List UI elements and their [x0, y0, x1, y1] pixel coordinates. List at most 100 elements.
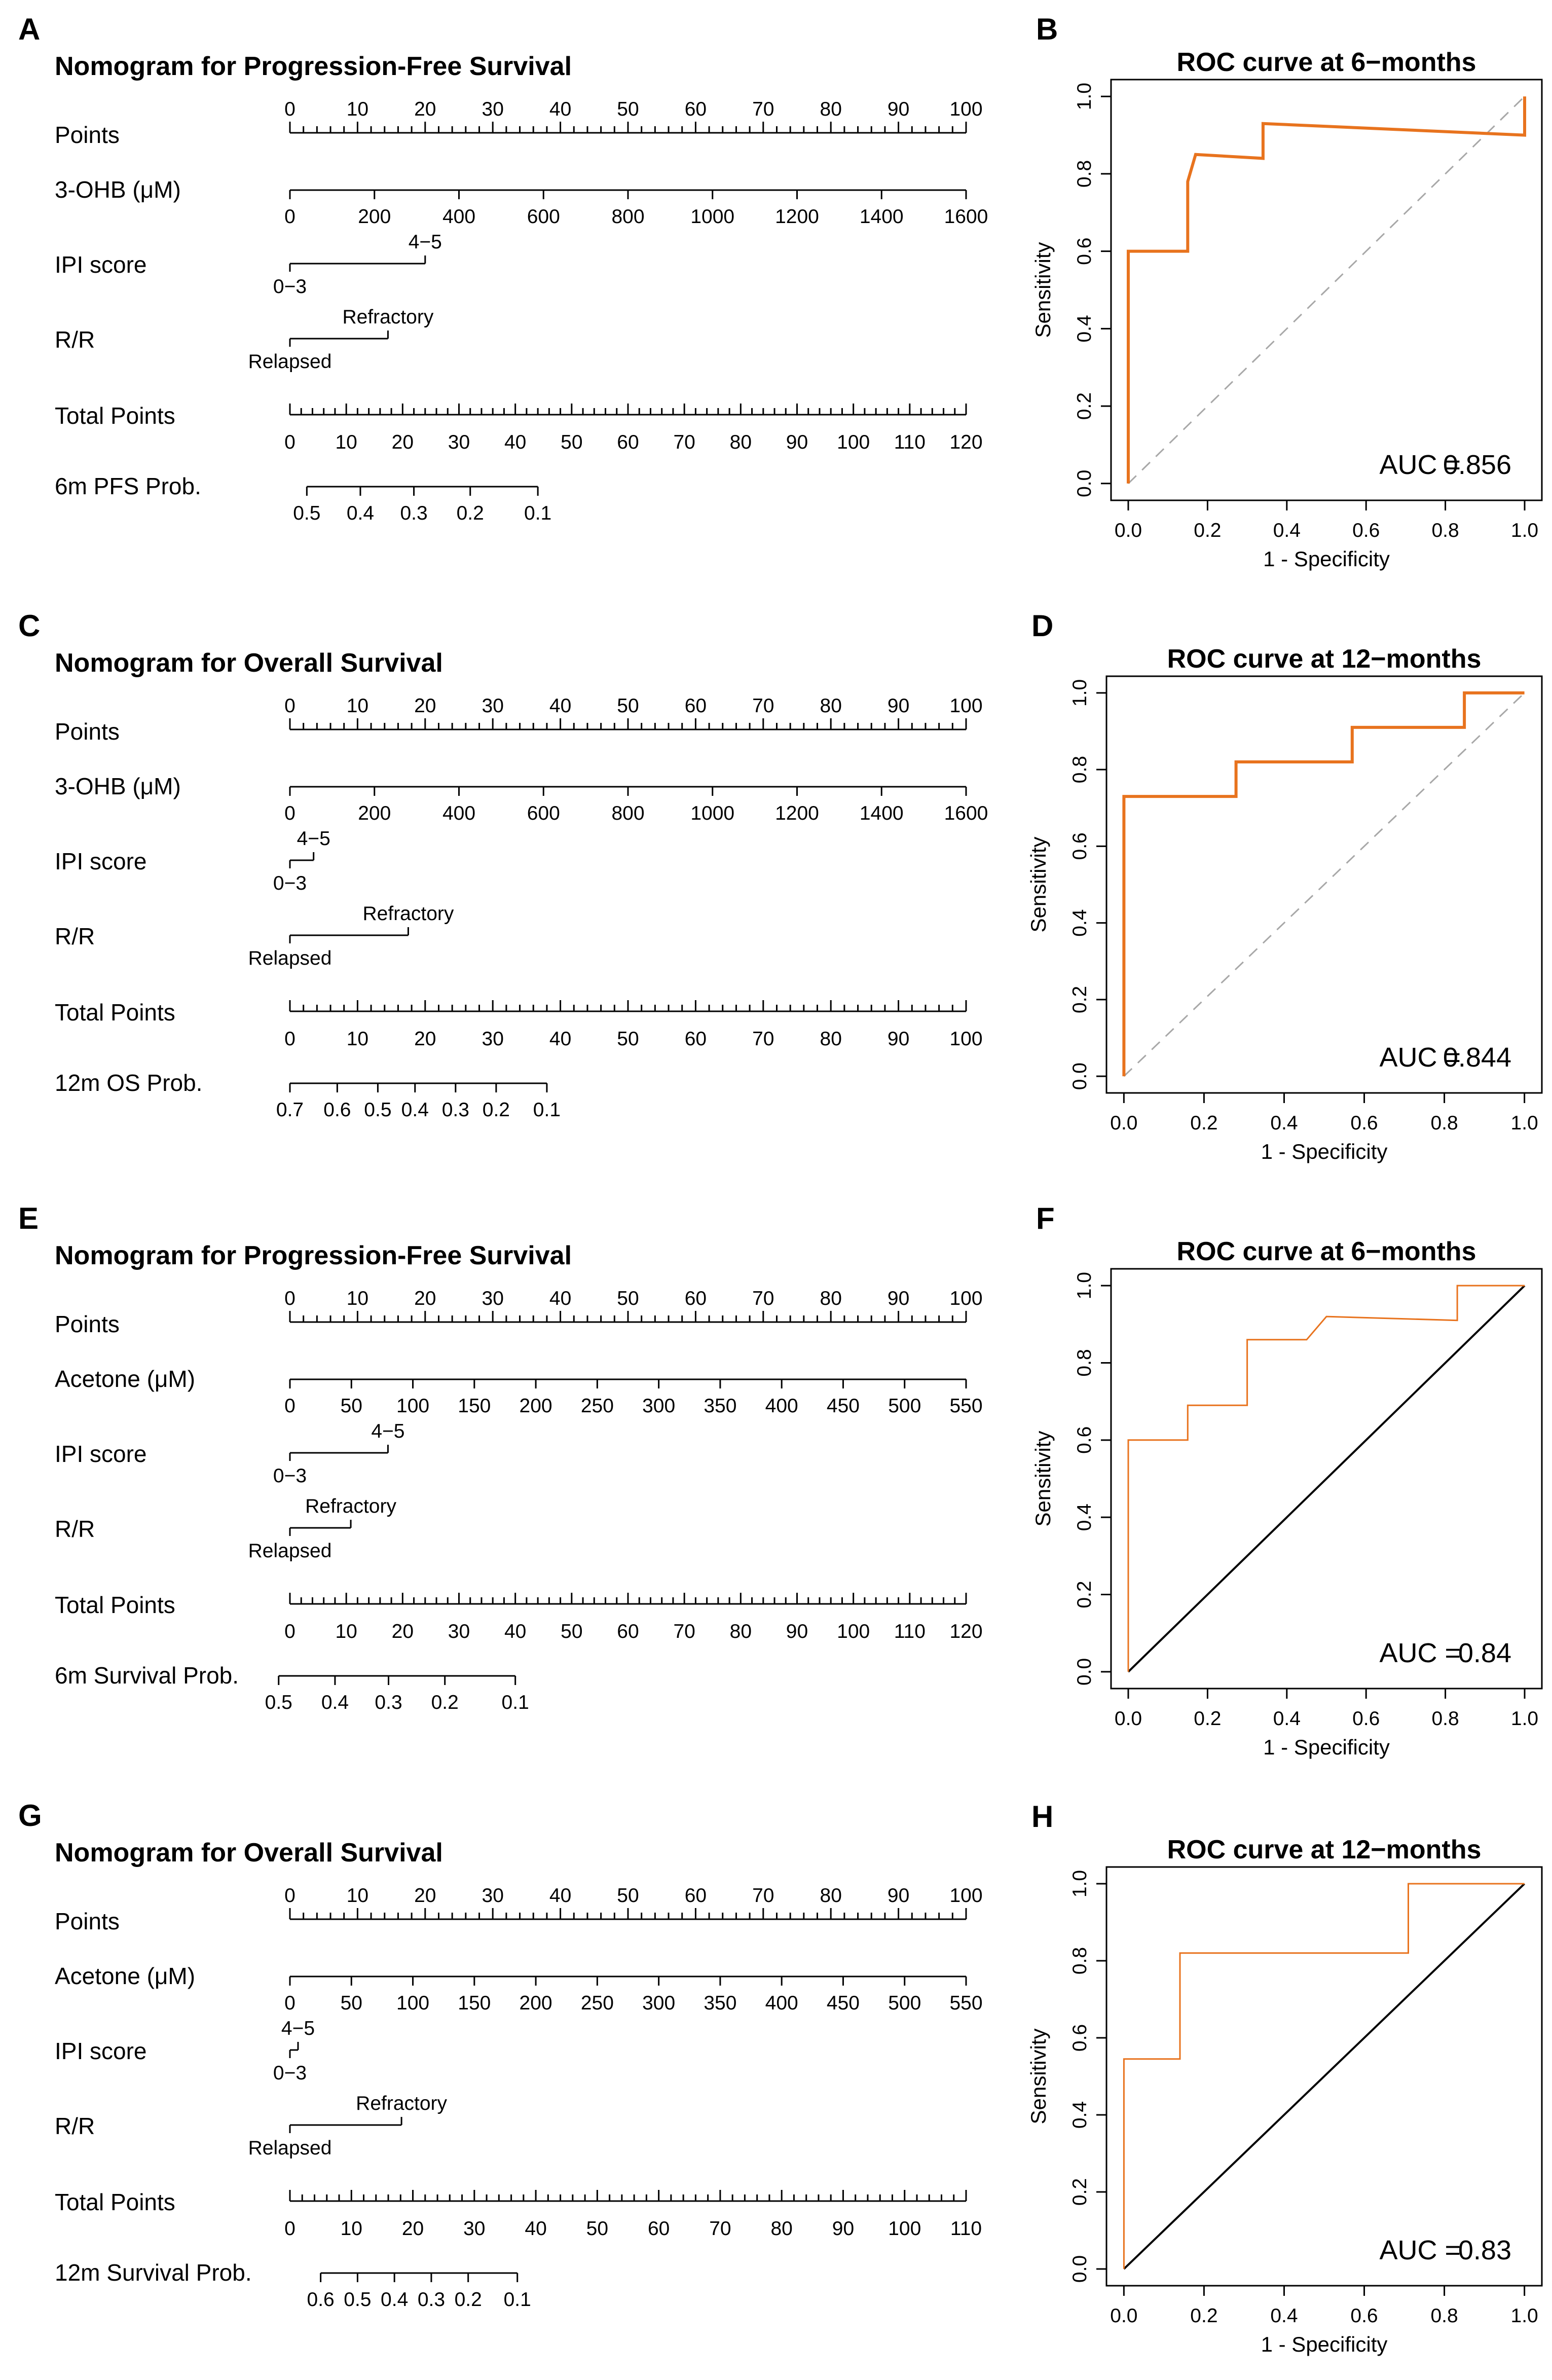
continuous-tick-label: 450 [827, 1992, 860, 2014]
points-tick-label: 80 [820, 98, 842, 120]
probability-tick-label: 0.3 [418, 2289, 445, 2311]
total-tick-label: 100 [837, 431, 870, 453]
y-tick-label: 1.0 [1069, 679, 1091, 707]
y-tick-label: 0.2 [1074, 392, 1095, 420]
total-tick-label: 10 [335, 431, 357, 453]
points-tick-label: 40 [549, 98, 571, 120]
row-label-probability: 12m Survival Prob. [55, 2259, 252, 2286]
total-tick-label: 70 [673, 1621, 695, 1642]
y-tick-label: 0.8 [1069, 1947, 1091, 1974]
points-tick-label: 80 [820, 1885, 842, 1907]
x-tick-label: 0.4 [1270, 1112, 1298, 1134]
x-tick-label: 0.6 [1352, 1708, 1380, 1730]
continuous-tick-label: 600 [527, 206, 560, 228]
continuous-tick-label: 50 [341, 1395, 362, 1417]
row-label-continuous: 3-OHB (μM) [55, 773, 181, 799]
total-tick-label: 50 [561, 431, 582, 453]
panel-letter: C [18, 609, 40, 643]
total-tick-label: 10 [347, 1028, 368, 1050]
roc-title: ROC curve at 12−months [1167, 1835, 1482, 1864]
nomogram-panel-a: A Nomogram for Progression-Free Survival P… [18, 12, 988, 524]
x-axis-label: 1 - Specificity [1261, 2332, 1388, 2356]
nomogram-panel-c: C Nomogram for Overall Survival Points 0 10 2… [18, 609, 988, 1121]
total-tick-label: 50 [586, 2218, 608, 2240]
points-tick-label: 10 [347, 1288, 368, 1309]
points-tick-label: 10 [347, 98, 368, 120]
x-tick-label: 0.8 [1431, 520, 1459, 541]
row-label-categorical: R/R [55, 326, 95, 353]
total-tick-label: 70 [709, 2218, 731, 2240]
total-tick-label: 10 [341, 2218, 362, 2240]
points-tick-label: 70 [752, 1288, 774, 1309]
row-label-probability: 6m PFS Prob. [55, 473, 201, 499]
reference-diagonal [1127, 1285, 1526, 1673]
x-tick-label: 0.6 [1350, 2305, 1378, 2327]
y-tick-label: 0.0 [1074, 470, 1095, 497]
reference-diagonal [1123, 692, 1525, 1077]
x-tick-label: 0.2 [1194, 1708, 1221, 1730]
probability-tick-label: 0.6 [323, 1099, 351, 1121]
roc-panel-h: H ROC curve at 12−months 0.0 0.2 0.4 0.6 0.8 1.… [1026, 1800, 1543, 2356]
row-label-points: Points [55, 1908, 120, 1934]
continuous-tick-label: 500 [888, 1395, 921, 1417]
total-tick-label: 0 [284, 1028, 295, 1050]
roc-curve [1127, 1285, 1525, 1672]
roc-title: ROC curve at 12−months [1167, 644, 1482, 674]
auc-annotation: AUC =0.84 [1379, 1638, 1511, 1668]
probability-tick-label: 0.6 [307, 2289, 335, 2311]
points-tick-label: 0 [284, 1288, 295, 1309]
y-tick-label: 0.8 [1074, 160, 1095, 188]
roc-curve [1123, 1883, 1525, 2269]
points-tick-label: 90 [888, 695, 909, 717]
y-tick-label: 0.2 [1074, 1581, 1095, 1608]
points-tick-label: 40 [549, 695, 571, 717]
row-label-categorical: IPI score [55, 848, 147, 874]
auc-annotation: AUC =0.83 [1379, 2235, 1511, 2265]
total-tick-label: 60 [648, 2218, 670, 2240]
points-tick-label: 60 [685, 98, 707, 120]
categorical-level-label: 4−5 [409, 231, 442, 253]
row-label-probability: 12m OS Prob. [55, 1070, 202, 1096]
plot-frame [1110, 79, 1543, 501]
continuous-tick-label: 200 [358, 802, 391, 824]
continuous-tick-label: 550 [949, 1992, 982, 2014]
probability-tick-label: 0.4 [321, 1692, 349, 1713]
total-tick-label: 100 [949, 1028, 982, 1050]
points-tick-label: 10 [347, 695, 368, 717]
categorical-level-label: Relapsed [248, 351, 332, 373]
plot-frame [1105, 1866, 1543, 2287]
points-tick-label: 100 [949, 1885, 982, 1907]
total-tick-label: 120 [949, 431, 982, 453]
probability-tick-label: 0.1 [504, 2289, 531, 2311]
continuous-tick-label: 0 [284, 1992, 295, 2014]
continuous-tick-label: 300 [642, 1992, 675, 2014]
points-tick-label: 30 [482, 98, 504, 120]
continuous-tick-label: 0 [284, 1395, 295, 1417]
x-axis-label: 1 - Specificity [1263, 1735, 1390, 1759]
plot-frame [1105, 675, 1543, 1094]
continuous-tick-label: 1000 [690, 802, 734, 824]
reference-diagonal [1127, 96, 1526, 484]
continuous-tick-label: 600 [527, 802, 560, 824]
points-tick-label: 80 [820, 695, 842, 717]
total-tick-label: 90 [786, 1621, 808, 1642]
nomogram-title: Nomogram for Overall Survival [55, 648, 443, 678]
x-tick-label: 0.6 [1350, 1112, 1378, 1134]
y-tick-label: 0.4 [1074, 1504, 1095, 1531]
total-tick-label: 20 [392, 431, 414, 453]
points-tick-label: 100 [949, 98, 982, 120]
panel-letter: H [1031, 1800, 1053, 1834]
probability-tick-label: 0.2 [455, 2289, 482, 2311]
x-tick-label: 1.0 [1511, 1112, 1538, 1134]
y-tick-label: 0.8 [1074, 1349, 1095, 1376]
probability-tick-label: 0.5 [364, 1099, 391, 1121]
points-tick-label: 90 [888, 1885, 909, 1907]
points-tick-label: 70 [752, 1885, 774, 1907]
y-axis-label: Sensitivity [1026, 2028, 1050, 2124]
points-tick-label: 40 [549, 1885, 571, 1907]
points-tick-label: 20 [414, 1885, 436, 1907]
x-tick-label: 1.0 [1511, 1708, 1538, 1730]
continuous-tick-label: 350 [704, 1395, 736, 1417]
points-tick-label: 90 [888, 1288, 909, 1309]
auc-value: 0.856 [1443, 450, 1511, 480]
